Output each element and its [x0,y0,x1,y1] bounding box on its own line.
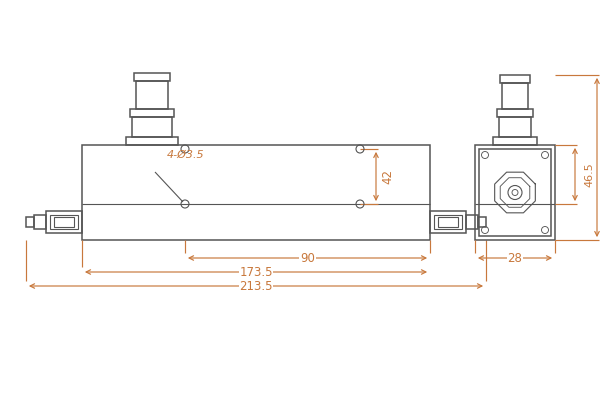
Bar [54,217,74,227]
Bar [136,81,168,109]
Bar [46,211,82,233]
Bar [500,75,530,83]
Text: 90: 90 [300,252,315,264]
Bar [132,117,172,137]
Bar [466,215,478,229]
Bar [479,149,551,236]
Bar [130,109,174,117]
Bar [50,215,78,229]
Bar [430,211,466,233]
Bar [493,137,537,145]
Bar [82,145,430,240]
Text: 28: 28 [508,252,523,264]
Bar [434,215,462,229]
Bar [34,215,46,229]
Bar [438,217,458,227]
Bar [475,145,555,240]
Bar [502,83,528,109]
Bar [478,217,486,227]
Text: 173.5: 173.5 [239,266,273,278]
Bar [134,73,170,81]
Bar [499,117,531,137]
Bar [126,137,178,145]
Text: 4-Ø3.5: 4-Ø3.5 [167,150,205,160]
Text: 213.5: 213.5 [239,280,273,292]
Bar [497,109,533,117]
Text: 42: 42 [382,169,395,184]
Bar [26,217,34,227]
Text: 46.5: 46.5 [584,162,594,187]
